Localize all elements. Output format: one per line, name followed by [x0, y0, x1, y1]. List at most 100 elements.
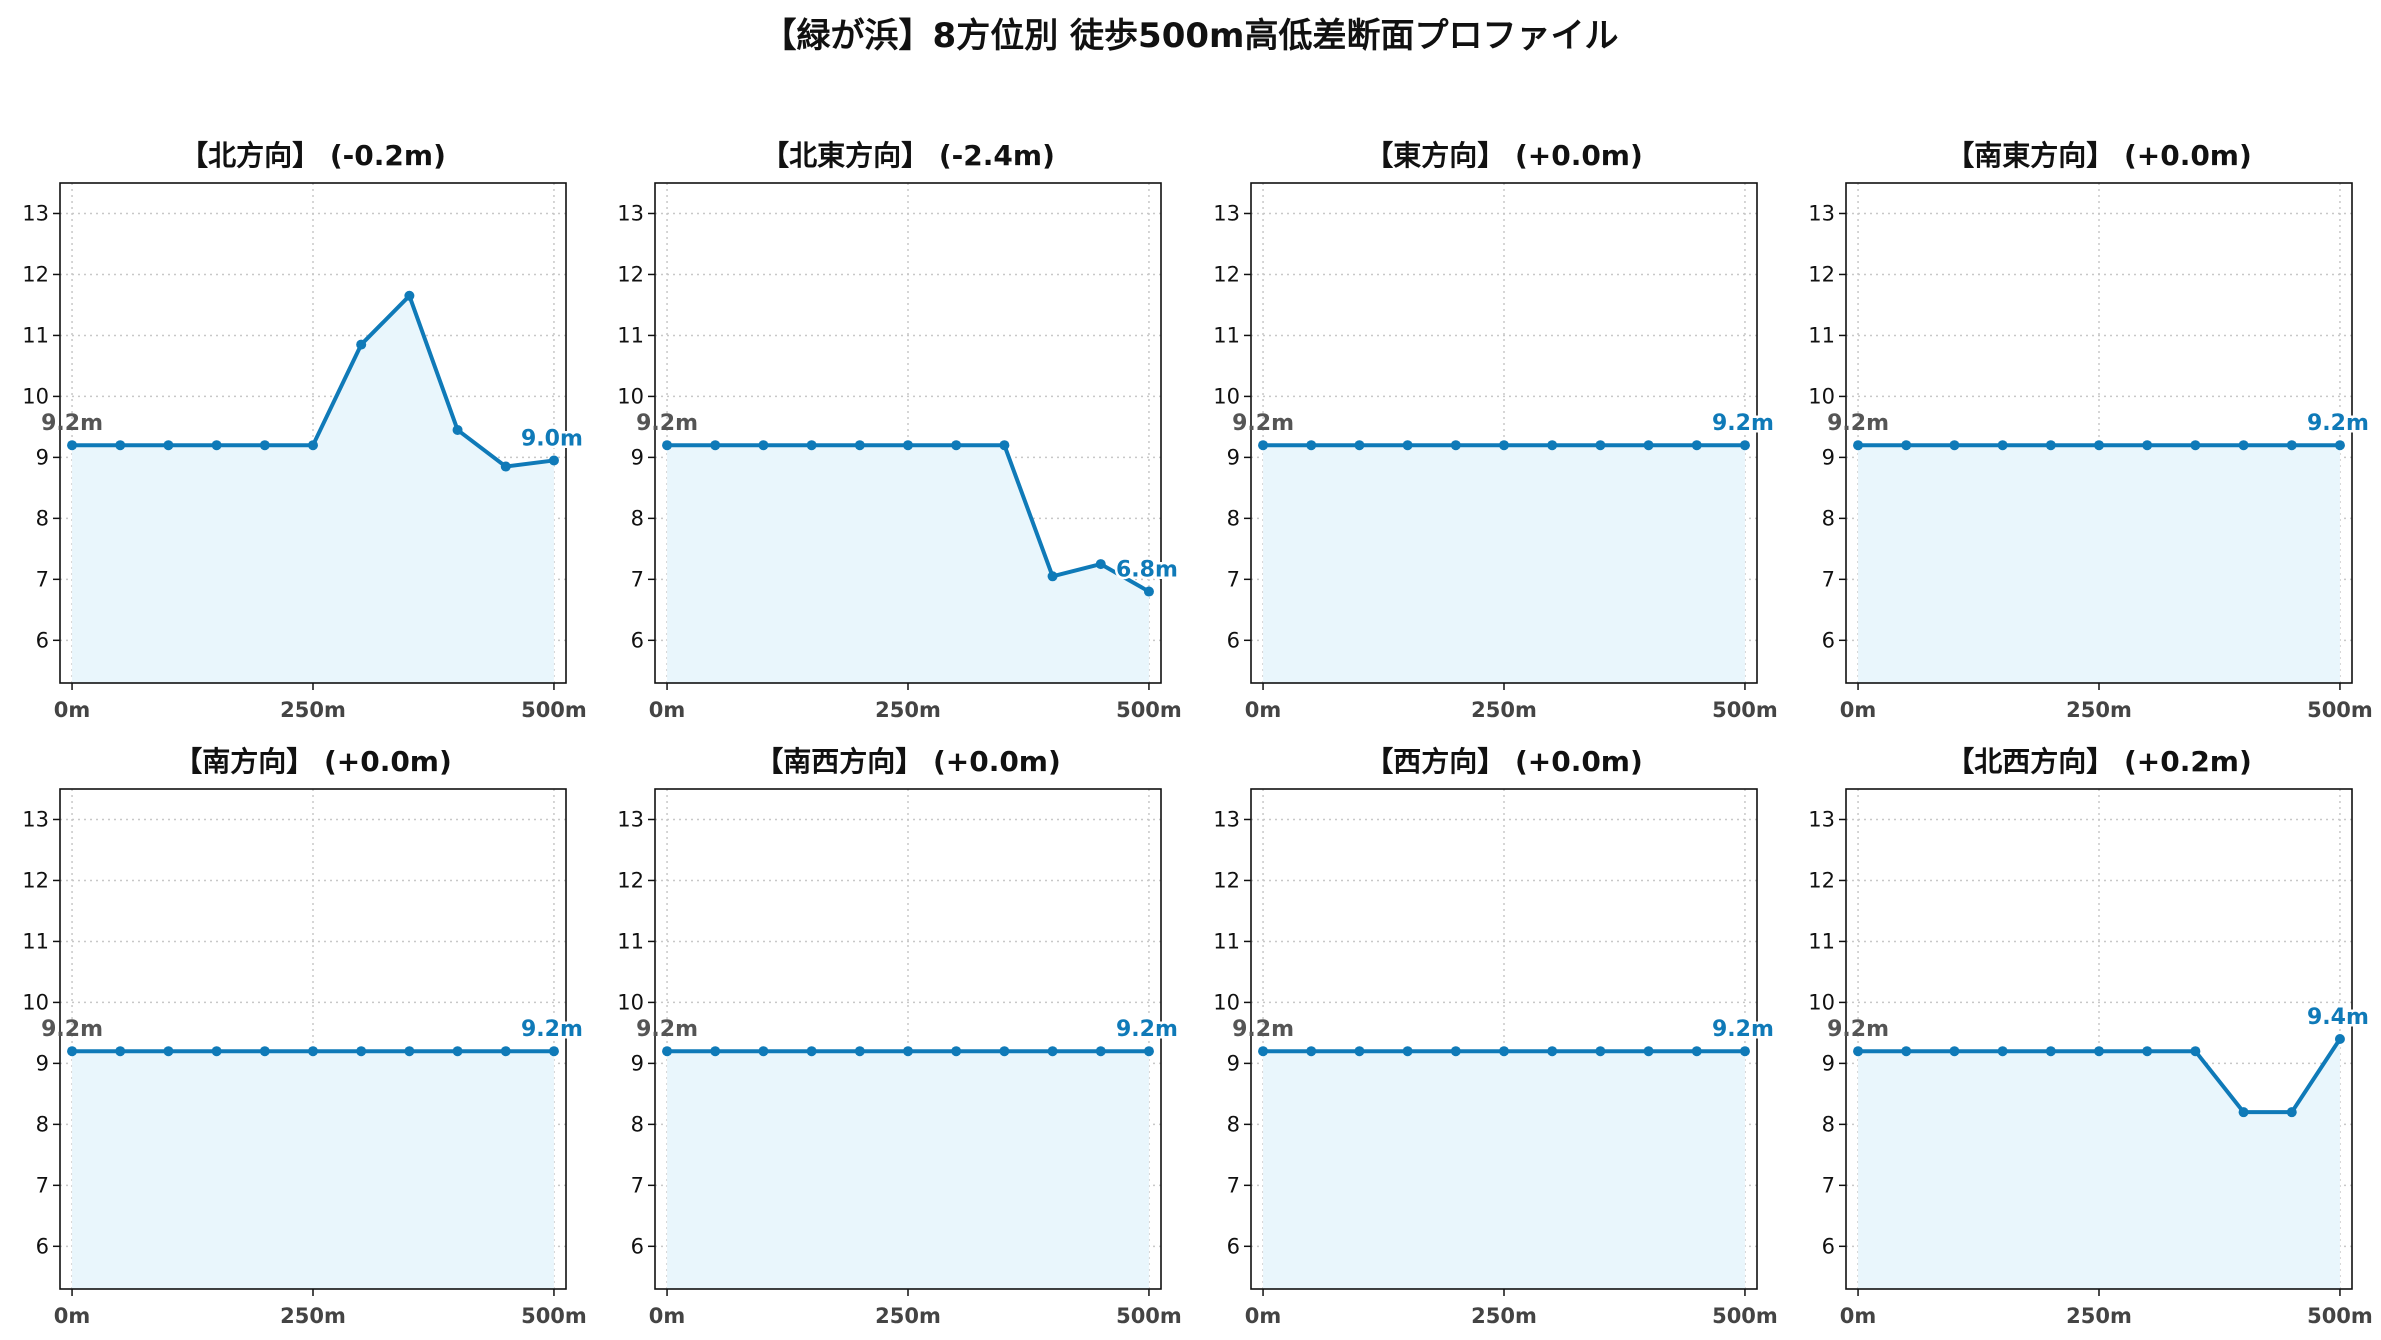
- y-tick-label: 6: [1227, 1234, 1240, 1258]
- panel-title: 【東方向】 (+0.0m): [1365, 139, 1643, 172]
- x-tick-label: 0m: [1245, 698, 1282, 722]
- panel-0: 【北方向】 (-0.2m) 6 7 8 9 10 11 12 13 0m 250m 500m 9.2m 9…: [22, 139, 587, 722]
- y-tick-label: 13: [1808, 201, 1835, 225]
- x-tick-label: 500m: [1116, 698, 1182, 722]
- data-point: [2334, 1034, 2345, 1044]
- figure-title: 【緑が浜】8方位別 徒歩500m高低差断面プロファイル: [762, 16, 1619, 56]
- y-tick-label: 8: [1822, 506, 1835, 530]
- y-tick-label: 9: [1822, 445, 1835, 469]
- y-tick-label: 10: [22, 990, 49, 1014]
- end-label: 9.2m: [521, 1017, 583, 1042]
- data-point: [1949, 1046, 1960, 1057]
- area-fill: [667, 445, 1149, 683]
- data-point: [404, 1046, 415, 1057]
- data-point: [2238, 1107, 2249, 1118]
- y-tick-label: 8: [1227, 1112, 1240, 1136]
- y-tick-label: 11: [22, 323, 49, 347]
- start-label: 9.2m: [1827, 1017, 1889, 1042]
- start-label: 9.2m: [1232, 1017, 1294, 1042]
- data-point: [1853, 1046, 1864, 1057]
- x-tick-label: 0m: [54, 1304, 91, 1328]
- data-point: [1949, 440, 1960, 451]
- data-point: [1901, 440, 1912, 451]
- x-tick-label: 500m: [2307, 698, 2373, 722]
- axes-frame: [1250, 788, 1758, 1290]
- y-tick-label: 8: [631, 1112, 644, 1136]
- start-label: 9.2m: [1827, 411, 1889, 436]
- data-point: [1595, 440, 1606, 451]
- data-point: [1499, 440, 1509, 451]
- data-point: [1739, 440, 1750, 451]
- panel-title: 【北西方向】 (+0.2m): [1946, 745, 2252, 778]
- data-point: [67, 1046, 78, 1057]
- data-point: [758, 440, 769, 451]
- area-fill: [667, 1051, 1149, 1289]
- y-tick-label: 12: [22, 868, 49, 892]
- x-tick-label: 0m: [1840, 698, 1877, 722]
- data-point: [259, 440, 270, 451]
- data-point: [854, 440, 865, 451]
- start-label: 9.2m: [41, 411, 103, 436]
- y-tick-label: 6: [1822, 628, 1835, 652]
- data-point: [1450, 440, 1461, 451]
- area-fill: [72, 1051, 554, 1289]
- y-tick-label: 9: [631, 445, 644, 469]
- y-tick-label: 7: [1822, 567, 1835, 591]
- data-point: [1547, 440, 1558, 451]
- data-point: [1095, 559, 1106, 570]
- data-point: [115, 440, 126, 451]
- x-tick-label: 500m: [1712, 698, 1778, 722]
- x-tick-label: 500m: [1116, 1304, 1182, 1328]
- data-point: [758, 1046, 769, 1057]
- data-point: [662, 440, 673, 451]
- y-tick-label: 11: [617, 929, 644, 953]
- data-point: [1691, 440, 1702, 451]
- x-tick-label: 0m: [649, 1304, 686, 1328]
- y-tick-label: 7: [631, 1173, 644, 1197]
- data-point: [2094, 1046, 2104, 1057]
- x-tick-label: 500m: [521, 1304, 587, 1328]
- y-tick-label: 7: [1822, 1173, 1835, 1197]
- x-tick-label: 250m: [2066, 698, 2132, 722]
- x-tick-label: 0m: [1840, 1304, 1877, 1328]
- start-label: 9.2m: [636, 411, 698, 436]
- end-label: 9.2m: [1712, 411, 1774, 436]
- y-tick-label: 8: [1227, 506, 1240, 530]
- data-point: [2142, 440, 2153, 451]
- data-point: [163, 1046, 174, 1057]
- y-tick-label: 13: [22, 201, 49, 225]
- y-tick-label: 13: [1213, 201, 1240, 225]
- data-point: [548, 455, 559, 466]
- data-point: [1901, 1046, 1912, 1057]
- x-tick-label: 250m: [875, 698, 941, 722]
- y-tick-label: 10: [1213, 384, 1240, 408]
- y-tick-label: 11: [22, 929, 49, 953]
- data-point: [404, 290, 415, 301]
- data-point: [1643, 440, 1654, 451]
- data-point: [951, 440, 962, 451]
- data-point: [2142, 1046, 2153, 1057]
- data-point: [356, 339, 367, 350]
- data-point: [1047, 1046, 1058, 1057]
- y-tick-label: 12: [617, 868, 644, 892]
- data-point: [2334, 440, 2345, 451]
- data-point: [2190, 440, 2201, 451]
- data-point: [548, 1046, 559, 1057]
- end-label: 6.8m: [1116, 558, 1178, 583]
- data-point: [211, 440, 222, 451]
- axes-frame: [59, 788, 567, 1290]
- data-point: [308, 440, 318, 451]
- axes-frame: [654, 182, 1162, 684]
- x-tick-label: 250m: [280, 1304, 346, 1328]
- data-point: [1402, 1046, 1413, 1057]
- data-point: [1997, 1046, 2008, 1057]
- y-tick-label: 12: [1213, 262, 1240, 286]
- data-point: [1499, 1046, 1509, 1057]
- data-point: [2238, 440, 2249, 451]
- data-point: [1853, 440, 1864, 451]
- x-tick-label: 500m: [2307, 1304, 2373, 1328]
- data-point: [806, 1046, 817, 1057]
- data-point: [1143, 1046, 1154, 1057]
- y-tick-label: 12: [22, 262, 49, 286]
